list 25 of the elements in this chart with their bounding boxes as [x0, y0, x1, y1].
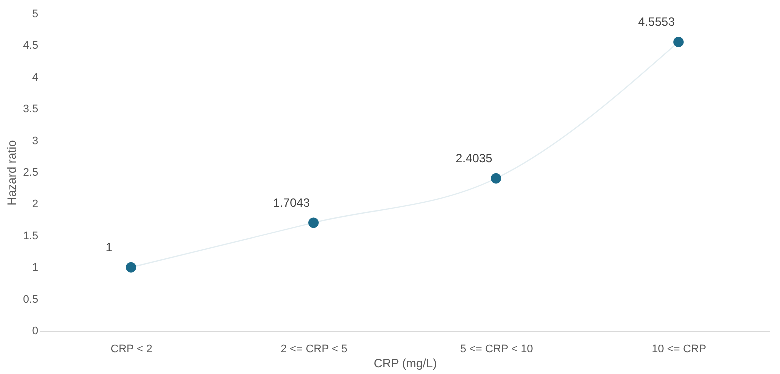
y-tick-label: 0 — [32, 326, 38, 338]
y-tick-label: 1.5 — [23, 230, 38, 242]
x-tick-label: 10 <= CRP — [652, 344, 706, 356]
point — [491, 173, 502, 184]
point — [126, 262, 136, 273]
y-tick-label: 1 — [32, 262, 38, 274]
x-tick-label: 2 <= CRP < 5 — [280, 344, 348, 356]
point — [308, 218, 319, 228]
y-tick-label: 2.5 — [23, 167, 38, 179]
y-tick-label: 5 — [32, 8, 38, 20]
data-label: 1.7043 — [273, 196, 310, 210]
y-tick-label: 3.5 — [23, 104, 38, 116]
x-tick-label: CRP < 2 — [110, 344, 153, 356]
x-axis-title: CRP (mg/L) — [374, 356, 438, 370]
data-label: 2.4035 — [456, 152, 493, 166]
y-axis-title: Hazard ratio — [5, 140, 20, 206]
y-tick-label: 4.5 — [23, 40, 38, 52]
data-label: 4.5553 — [638, 15, 676, 30]
y-tick-label: 0.5 — [23, 294, 38, 306]
y-tick-label: 2 — [32, 198, 38, 211]
data-label: 1 — [106, 240, 113, 255]
y-tick-label: 3 — [32, 135, 38, 148]
point — [674, 36, 684, 48]
x-tick-label: 5 <= CRP < 10 — [460, 344, 534, 356]
y-tick-label: 4 — [32, 72, 38, 84]
